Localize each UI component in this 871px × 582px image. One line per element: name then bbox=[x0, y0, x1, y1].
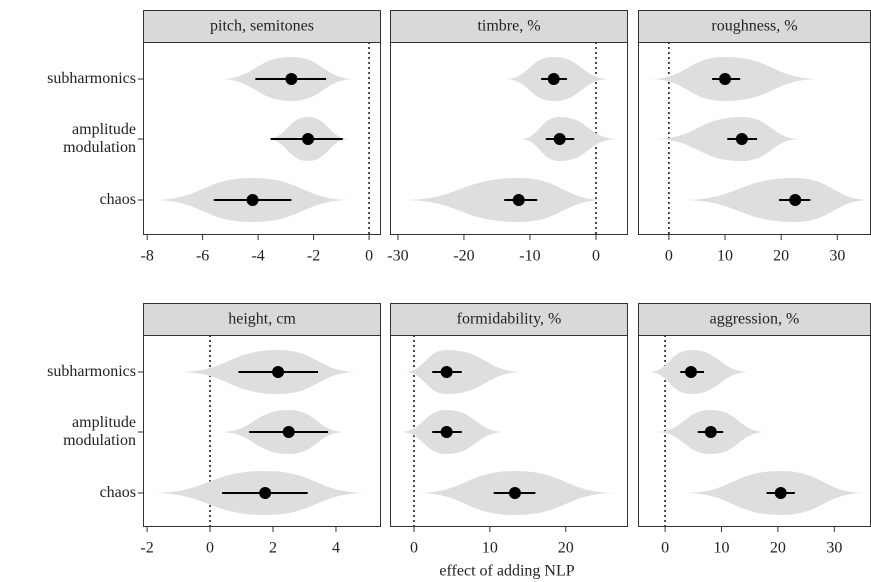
x-tick-label: -4 bbox=[251, 248, 264, 265]
panel-title: pitch, semitones bbox=[210, 18, 314, 35]
strip bbox=[638, 303, 871, 336]
panel-border bbox=[390, 335, 628, 527]
x-tick-label: 0 bbox=[206, 540, 214, 557]
y-tick-label: chaos bbox=[99, 484, 136, 501]
x-tick-label: 10 bbox=[717, 248, 733, 265]
strip bbox=[143, 303, 381, 336]
point bbox=[774, 487, 787, 499]
panel bbox=[401, 42, 618, 235]
panel bbox=[152, 42, 370, 235]
y-tick-label: amplitude modulation bbox=[63, 414, 136, 449]
panel bbox=[400, 335, 617, 527]
point bbox=[547, 73, 560, 85]
point bbox=[440, 366, 453, 378]
x-tick-label: 20 bbox=[558, 540, 574, 557]
panel-border bbox=[143, 42, 381, 235]
violin bbox=[681, 178, 871, 222]
x-tick-label: 4 bbox=[332, 540, 340, 557]
panel-border bbox=[390, 42, 628, 235]
point bbox=[508, 487, 521, 499]
y-tick-label: subharmonics bbox=[47, 363, 136, 380]
x-tick-label: 30 bbox=[829, 248, 845, 265]
x-tick-label: 0 bbox=[665, 248, 673, 265]
point bbox=[704, 426, 717, 438]
panel-title: height, cm bbox=[228, 311, 296, 328]
strip bbox=[143, 10, 381, 43]
point bbox=[735, 133, 748, 145]
x-axis-label: effect of adding NLP bbox=[439, 563, 574, 580]
x-tick-label: -6 bbox=[196, 248, 209, 265]
x-tick-label: 30 bbox=[826, 540, 842, 557]
x-tick-label: -2 bbox=[140, 540, 153, 557]
panel bbox=[648, 335, 866, 527]
point bbox=[302, 133, 315, 145]
point bbox=[285, 73, 298, 85]
y-tick-label: subharmonics bbox=[47, 70, 136, 87]
panel-border bbox=[143, 335, 381, 527]
point bbox=[246, 194, 259, 206]
x-tick-label: -30 bbox=[387, 248, 408, 265]
panel-title: formidability, % bbox=[457, 311, 562, 328]
violin bbox=[401, 178, 606, 222]
x-tick-label: 20 bbox=[773, 248, 789, 265]
panel bbox=[151, 335, 368, 527]
point bbox=[259, 487, 272, 499]
point bbox=[789, 194, 802, 206]
panel-title: roughness, % bbox=[711, 18, 797, 35]
x-tick-label: -2 bbox=[307, 248, 320, 265]
x-tick-label: -8 bbox=[140, 248, 153, 265]
point bbox=[282, 426, 295, 438]
x-tick-label: 10 bbox=[482, 540, 498, 557]
point bbox=[553, 133, 566, 145]
x-tick-label: 0 bbox=[410, 540, 418, 557]
x-tick-label: 10 bbox=[713, 540, 729, 557]
y-tick-label: chaos bbox=[99, 191, 136, 208]
point bbox=[512, 194, 525, 206]
point bbox=[719, 73, 732, 85]
x-tick-label: 2 bbox=[269, 540, 277, 557]
x-tick-label: 0 bbox=[592, 248, 600, 265]
x-tick-label: 20 bbox=[770, 540, 786, 557]
point bbox=[440, 426, 453, 438]
x-tick-label: -20 bbox=[453, 248, 474, 265]
point bbox=[685, 366, 698, 378]
y-tick-label: amplitude modulation bbox=[63, 121, 136, 156]
panel-title: timbre, % bbox=[477, 18, 540, 35]
point bbox=[272, 366, 285, 378]
panel bbox=[649, 42, 871, 235]
strip bbox=[390, 303, 628, 336]
x-tick-label: 0 bbox=[661, 540, 669, 557]
x-tick-label: 0 bbox=[365, 248, 373, 265]
panel-title: aggression, % bbox=[710, 311, 800, 328]
x-tick-label: -10 bbox=[519, 248, 540, 265]
strip bbox=[390, 10, 628, 43]
violin bbox=[404, 350, 525, 394]
